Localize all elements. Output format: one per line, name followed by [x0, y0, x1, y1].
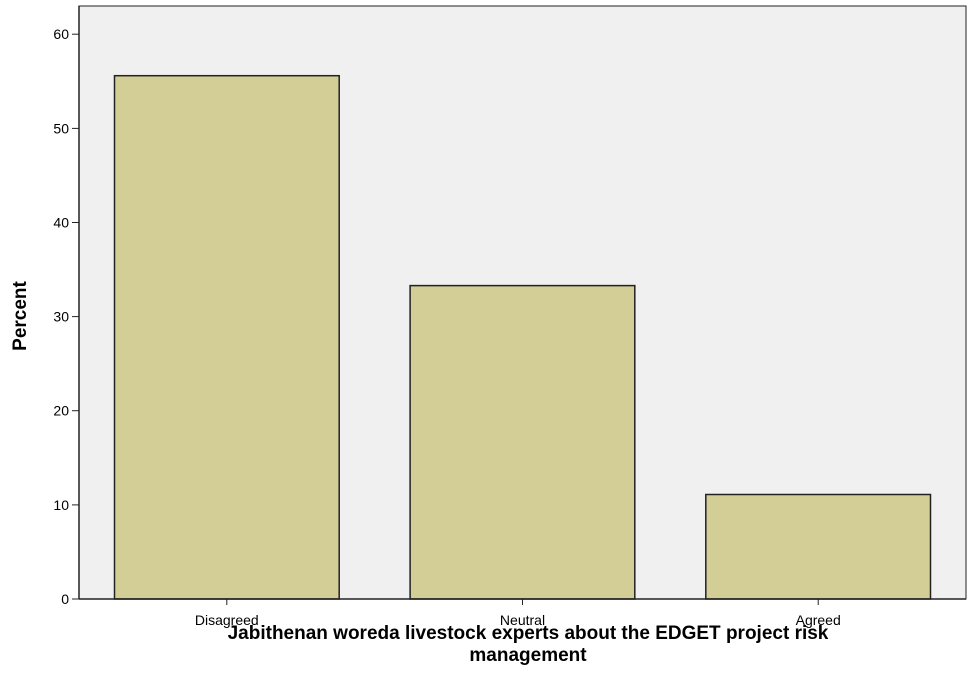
- x-tick-label-agreed: Agreed: [796, 612, 841, 628]
- x-axis-title-line-2: management: [469, 645, 587, 666]
- y-tick-label-20: 20: [53, 403, 69, 419]
- y-tick-label-60: 60: [53, 26, 69, 42]
- bars-layer: [113, 74, 932, 600]
- y-tick-label-40: 40: [53, 215, 69, 231]
- bar-agreed: [705, 493, 932, 600]
- y-tick-label-50: 50: [53, 120, 69, 136]
- y-axis-title: Percent: [10, 280, 31, 350]
- y-tick-label-10: 10: [53, 497, 69, 513]
- bar-disagreed: [113, 74, 340, 600]
- y-tick-label-0: 0: [61, 591, 69, 607]
- y-tick-label-30: 30: [53, 309, 69, 325]
- x-tick-label-neutral: Neutral: [500, 612, 545, 628]
- y-axis-ticks: 0 10 20 30 40 50 60: [53, 26, 79, 607]
- x-axis-title-line-1: Jabithenan woreda livestock experts abou…: [228, 623, 829, 644]
- x-axis-ticks: Disagreed Neutral Agreed: [195, 599, 841, 628]
- bar-neutral: [409, 284, 636, 600]
- x-tick-label-disagreed: Disagreed: [195, 612, 259, 628]
